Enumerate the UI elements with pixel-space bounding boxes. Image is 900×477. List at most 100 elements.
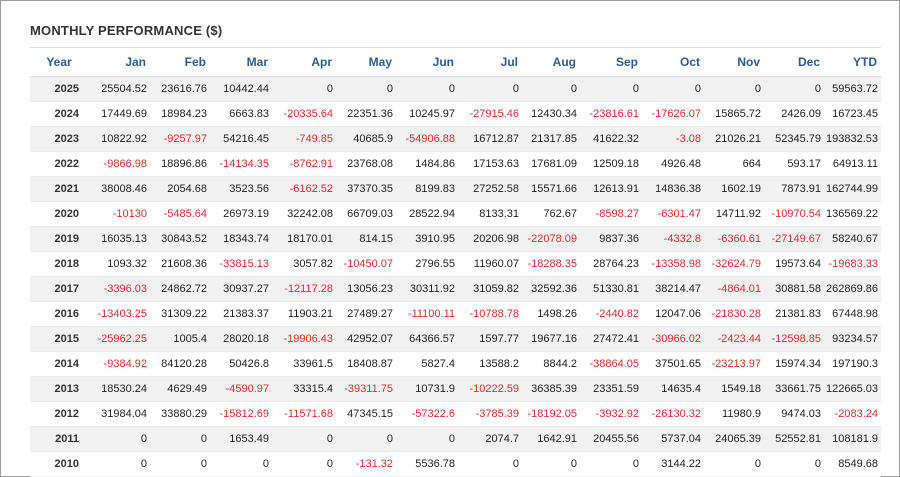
month-cell: -22078.09: [522, 226, 580, 252]
month-cell: 0: [88, 426, 150, 452]
year-cell: 2022: [30, 151, 88, 177]
year-cell: 2012: [30, 401, 88, 427]
month-cell: 2054.68: [150, 176, 210, 202]
month-cell: -27149.67: [764, 226, 824, 252]
month-cell: -749.85: [272, 126, 336, 152]
month-cell: -57322.6: [396, 401, 458, 427]
month-cell: 7873.91: [764, 176, 824, 202]
column-header-year: Year: [30, 47, 88, 77]
ytd-cell: 8549.68: [824, 451, 881, 477]
month-cell: 32242.08: [272, 201, 336, 227]
month-cell: 0: [522, 76, 580, 102]
month-cell: 26973.19: [210, 201, 272, 227]
ytd-cell: -2083.24: [824, 401, 881, 427]
month-cell: -5485.64: [150, 201, 210, 227]
month-cell: 1549.18: [704, 376, 764, 402]
month-cell: 12047.06: [642, 301, 704, 327]
month-cell: 0: [272, 451, 336, 477]
month-cell: -27915.46: [458, 101, 522, 127]
month-cell: 1653.49: [210, 426, 272, 452]
month-cell: 25504.52: [88, 76, 150, 102]
month-cell: -15812.69: [210, 401, 272, 427]
year-cell: 2025: [30, 76, 88, 102]
column-header-apr: Apr: [272, 47, 336, 77]
column-header-aug: Aug: [522, 47, 580, 77]
month-cell: 21608.36: [150, 251, 210, 277]
month-cell: -20335.64: [272, 101, 336, 127]
ytd-cell: 59563.72: [824, 76, 881, 102]
month-cell: 52345.79: [764, 126, 824, 152]
month-cell: 18530.24: [88, 376, 150, 402]
month-cell: 36385.39: [522, 376, 580, 402]
year-cell: 2017: [30, 276, 88, 302]
month-cell: 24065.39: [704, 426, 764, 452]
table-row: 2013 18530.24 4629.49 -4590.97 33315.4 -39311…: [30, 376, 881, 402]
month-cell: 1093.32: [88, 251, 150, 277]
ytd-cell: 162744.99: [824, 176, 881, 202]
month-cell: 40685.9: [336, 126, 396, 152]
column-header-jan: Jan: [88, 47, 150, 77]
year-cell: 2014: [30, 351, 88, 377]
month-cell: 27489.27: [336, 301, 396, 327]
month-cell: -11571.68: [272, 401, 336, 427]
year-cell: 2010: [30, 451, 88, 477]
ytd-cell: 197190.3: [824, 351, 881, 377]
month-cell: -9866.98: [88, 151, 150, 177]
column-header-sep: Sep: [580, 47, 642, 77]
month-cell: 19573.64: [764, 251, 824, 277]
month-cell: 9474.03: [764, 401, 824, 427]
month-cell: 0: [458, 451, 522, 477]
table-row: 2014 -9384.92 84120.28 50426.8 33961.5 18408.…: [30, 351, 881, 377]
month-cell: 18896.86: [150, 151, 210, 177]
month-cell: 31059.82: [458, 276, 522, 302]
month-cell: 1498.26: [522, 301, 580, 327]
month-cell: 1005.4: [150, 326, 210, 352]
table-row: 2017 -3396.03 24862.72 30937.27 -12117.28 130…: [30, 276, 881, 302]
month-cell: 1642.91: [522, 426, 580, 452]
table-body: 2025 25504.52 23616.76 10442.44 0 0 0 0 0 0 0 0 0 595…: [30, 76, 881, 477]
month-cell: -3785.39: [458, 401, 522, 427]
table-row: 2010 0 0 0 0 -131.32 5536.78 0 0 0 3144.22 0 0 8549.6…: [30, 451, 881, 477]
month-cell: 2074.7: [458, 426, 522, 452]
month-cell: -10450.07: [336, 251, 396, 277]
year-cell: 2015: [30, 326, 88, 352]
month-cell: 30937.27: [210, 276, 272, 302]
month-cell: -10788.78: [458, 301, 522, 327]
table-row: 2015 -25962.25 1005.4 28020.18 -19906.43 4295…: [30, 326, 881, 352]
month-cell: -12117.28: [272, 276, 336, 302]
month-cell: -2440.82: [580, 301, 642, 327]
month-cell: 0: [336, 426, 396, 452]
table-row: 2025 25504.52 23616.76 10442.44 0 0 0 0 0 0 0 0 0 595…: [30, 76, 881, 102]
month-cell: 18408.87: [336, 351, 396, 377]
ytd-cell: 16723.45: [824, 101, 881, 127]
month-cell: 11903.21: [272, 301, 336, 327]
month-cell: 593.17: [764, 151, 824, 177]
month-cell: -33815.13: [210, 251, 272, 277]
month-cell: 5737.04: [642, 426, 704, 452]
month-cell: 18170.01: [272, 226, 336, 252]
month-cell: 32592.36: [522, 276, 580, 302]
month-cell: 9837.36: [580, 226, 642, 252]
month-cell: 0: [764, 451, 824, 477]
column-header-feb: Feb: [150, 47, 210, 77]
month-cell: 3144.22: [642, 451, 704, 477]
month-cell: 0: [272, 426, 336, 452]
month-cell: 27472.41: [580, 326, 642, 352]
month-cell: 28764.23: [580, 251, 642, 277]
month-cell: 6663.83: [210, 101, 272, 127]
month-cell: 0: [396, 426, 458, 452]
month-cell: 18984.23: [150, 101, 210, 127]
month-cell: 19677.16: [522, 326, 580, 352]
month-cell: 15974.34: [764, 351, 824, 377]
month-cell: 0: [580, 76, 642, 102]
month-cell: -13403.25: [88, 301, 150, 327]
month-cell: 50426.8: [210, 351, 272, 377]
month-cell: 1484.86: [396, 151, 458, 177]
month-cell: 5827.4: [396, 351, 458, 377]
ytd-cell: 93234.57: [824, 326, 881, 352]
month-cell: -23816.61: [580, 101, 642, 127]
month-cell: 16035.13: [88, 226, 150, 252]
ytd-cell: 58240.67: [824, 226, 881, 252]
month-cell: -23213.97: [704, 351, 764, 377]
month-cell: 33880.29: [150, 401, 210, 427]
